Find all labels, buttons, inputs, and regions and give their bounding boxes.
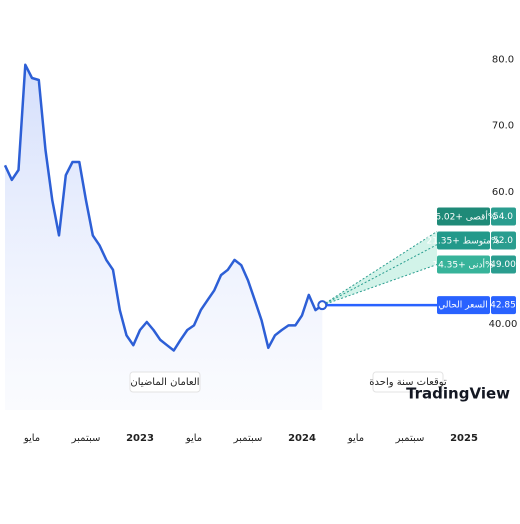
logo: TradingView [406, 385, 510, 403]
forecast-line [321, 231, 438, 306]
period-box [129, 371, 201, 393]
price-line [3, 63, 324, 352]
x-tick-label: سبتمبر [233, 433, 263, 444]
forecast-name: أدنى [469, 258, 486, 270]
x-tick-label: 2023 [126, 433, 154, 444]
forecast-line [322, 264, 438, 306]
forecast-label: متوسط +21.35% [426, 236, 499, 246]
forecast-value: 49.00 [490, 260, 516, 270]
x-tick-label: مايو [347, 433, 364, 444]
y-tick-label: 80.0 [492, 55, 514, 66]
period-box [372, 371, 444, 393]
x-tick-label: 2024 [288, 433, 316, 444]
forecast-label-box [437, 231, 490, 250]
y-tick-label: 40.00 [489, 319, 518, 330]
period-label: توقعات سنة واحدة [369, 377, 447, 388]
last-point [317, 300, 328, 311]
y-tick-label: 70.0 [492, 121, 514, 132]
forecast-change: +14.35% [432, 260, 494, 270]
forecast-name: متوسط [463, 236, 491, 246]
forecast-name: أقصى [466, 210, 488, 222]
forecast-value-box [491, 255, 516, 274]
forecast-label-box [437, 255, 490, 274]
y-tick-label: 60.0 [492, 187, 514, 198]
period-label: العامان الماضيان [130, 377, 199, 388]
forecast-area [322, 231, 437, 306]
current-label-box [437, 296, 490, 315]
forecast-label: أقصى +26.02% [430, 210, 497, 222]
forecast-label: أدنى +14.35% [432, 258, 494, 270]
x-tick-label: مايو [23, 433, 40, 444]
x-tick-label: 2025 [450, 433, 478, 444]
x-tick-label: سبتمبر [71, 433, 101, 444]
forecast-value: 52.0 [493, 236, 513, 246]
area-fill [5, 64, 323, 411]
current-label: السعر الحالي [438, 301, 487, 311]
forecast-value-box [491, 231, 516, 250]
forecast-line [322, 244, 438, 306]
forecast-value: 54.0 [493, 212, 513, 222]
current-value-box [491, 296, 516, 315]
forecast-label-box [437, 207, 490, 226]
x-tick-label: مايو [185, 433, 202, 444]
current-value: 42.85 [490, 301, 516, 311]
x-tick-label: سبتمبر [395, 433, 425, 444]
forecast-value-box [491, 207, 516, 226]
